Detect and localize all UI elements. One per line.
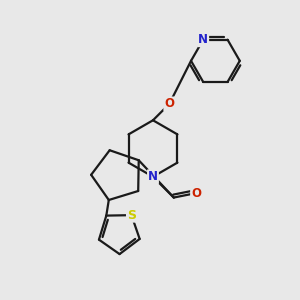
Text: N: N bbox=[198, 33, 208, 46]
Text: S: S bbox=[127, 209, 136, 222]
Text: O: O bbox=[164, 98, 174, 110]
Text: O: O bbox=[191, 187, 201, 200]
Text: N: N bbox=[148, 170, 158, 183]
